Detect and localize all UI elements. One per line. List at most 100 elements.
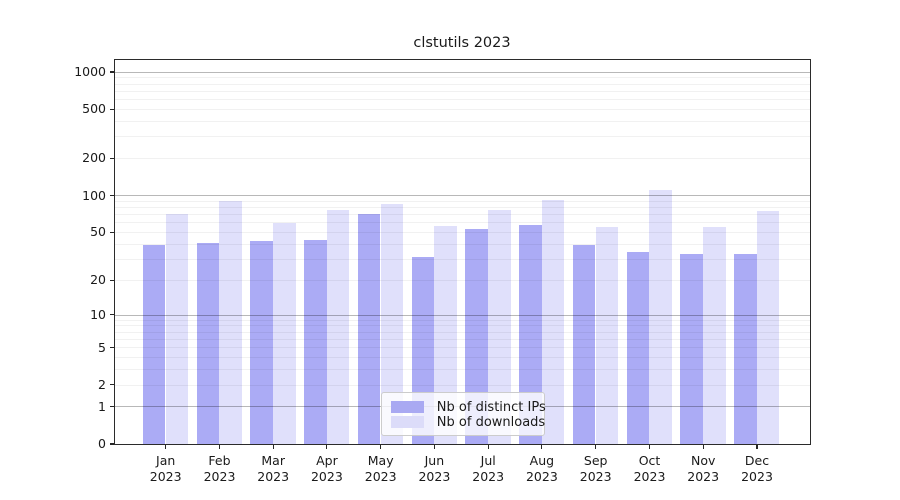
x-tick-mark-aug	[541, 445, 543, 450]
gridline-minor-200	[114, 158, 810, 160]
y-tick-label-2: 2	[98, 376, 106, 392]
y-tick-label-0: 0	[98, 436, 106, 451]
x-tick-label-month: Feb	[208, 453, 231, 469]
bar-downloads-jul	[488, 209, 511, 444]
x-tick-label-year: 2023	[741, 468, 773, 484]
y-tick-label-200: 200	[82, 150, 106, 166]
gridline-minor-400	[114, 121, 810, 123]
y-tick-mark-5	[109, 346, 114, 349]
gridline-minor-6	[114, 338, 810, 340]
y-tick-mark-500	[109, 108, 114, 110]
x-tick-label-oct: Oct 2023	[622, 453, 678, 484]
bar-distinct-ips-apr	[304, 240, 327, 444]
x-tick-label-year: 2023	[149, 468, 182, 484]
x-tick-label-year: 2023	[203, 468, 236, 484]
x-tick-mark-jan	[165, 445, 167, 450]
y-tick-mark-50	[109, 231, 114, 233]
x-tick-label-apr: Apr 2023	[299, 453, 355, 484]
gridline-minor-40	[114, 243, 810, 245]
gridline-minor-700	[114, 90, 810, 92]
y-axis-labels: 0 1 2 5 10 20 50 100 200 500 1000	[0, 60, 106, 451]
x-tick-label-year: 2023	[364, 468, 397, 484]
legend-label-downloads: Nb of downloads	[436, 414, 546, 430]
x-tick-mark-mar	[272, 445, 274, 450]
x-tick-label-month: Dec	[744, 453, 770, 469]
bar-distinct-ips-may	[357, 214, 381, 444]
gridline-minor-60	[114, 222, 810, 224]
bar-downloads-oct	[649, 190, 672, 444]
gridline-minor-5	[114, 347, 810, 349]
bar-distinct-ips-aug	[519, 225, 542, 444]
x-tick-label-may: May 2023	[353, 453, 409, 484]
x-tick-label-month: May	[367, 453, 394, 469]
legend-item-downloads: Nb of downloads	[390, 415, 545, 430]
legend: Nb of distinct IPs Nb of downloads	[380, 392, 546, 437]
bar-distinct-ips-nov	[680, 253, 703, 444]
x-tick-label-month: Oct	[638, 453, 661, 469]
x-tick-mark-sep	[595, 445, 597, 450]
bar-distinct-ips-mar	[250, 241, 273, 444]
plot-area: Nb of distinct IPs Nb of downloads	[113, 58, 811, 445]
gridline-minor-90	[114, 200, 810, 202]
gridline-minor-8	[114, 325, 810, 327]
x-tick-mark-jul	[487, 445, 489, 450]
x-tick-mark-dec	[756, 445, 758, 450]
x-tick-label-sep: Sep 2023	[568, 453, 624, 484]
x-tick-label-year: 2023	[257, 468, 290, 484]
x-tick-label-year: 2023	[579, 468, 612, 484]
x-tick-label-year: 2023	[687, 468, 720, 484]
x-tick-label-month: Mar	[261, 453, 285, 469]
bar-downloads-nov	[703, 227, 726, 444]
gridline-minor-7	[114, 331, 810, 333]
x-tick-label-jul: Jul 2023	[460, 453, 516, 484]
x-tick-label-month: Jun	[424, 453, 445, 469]
bar-downloads-feb	[219, 200, 242, 444]
x-tick-label-year: 2023	[472, 468, 505, 484]
y-tick-label-10: 10	[90, 306, 106, 322]
bar-downloads-mar	[273, 223, 296, 444]
x-tick-label-dec: Dec 2023	[729, 453, 785, 484]
gridline-minor-20	[114, 279, 810, 281]
legend-label-distinct-ips: Nb of distinct IPs	[436, 399, 546, 415]
gridline-minor-600	[114, 99, 810, 101]
y-tick-label-5: 5	[98, 339, 106, 355]
x-tick-mark-feb	[218, 445, 221, 450]
bar-distinct-ips-jan	[142, 245, 166, 444]
gridline-minor-2	[114, 384, 810, 386]
x-tick-mark-may	[380, 445, 382, 450]
gridline-minor-70	[114, 214, 810, 216]
y-tick-label-100: 100	[82, 187, 106, 203]
x-tick-label-month: Aug	[529, 453, 555, 469]
y-axis-tick-marks	[0, 60, 114, 445]
y-tick-mark-100	[109, 194, 114, 197]
gridline-minor-50	[114, 232, 810, 234]
gridline-major-100	[114, 195, 810, 197]
x-tick-mark-jun	[433, 445, 435, 450]
y-tick-mark-0	[109, 443, 114, 445]
bar-downloads-may	[380, 204, 404, 444]
x-tick-label-month: Jan	[156, 453, 176, 469]
bar-downloads-aug	[541, 199, 565, 444]
x-tick-label-nov: Nov 2023	[675, 453, 731, 484]
x-tick-mark-oct	[648, 445, 651, 450]
y-tick-label-500: 500	[82, 101, 106, 117]
bar-downloads-jun	[434, 226, 457, 444]
x-tick-label-mar: Mar 2023	[245, 453, 301, 484]
gridline-minor-30	[114, 258, 810, 260]
bar-downloads-dec	[756, 210, 780, 444]
x-tick-label-month: Apr	[316, 453, 338, 469]
y-tick-label-1: 1	[98, 398, 106, 414]
bar-downloads-jan	[165, 214, 189, 444]
gridline-minor-300	[114, 136, 810, 138]
y-tick-mark-1000	[109, 71, 114, 73]
gridline-major-1000	[114, 71, 810, 73]
gridline-minor-900	[114, 77, 810, 79]
x-tick-label-feb: Feb 2023	[192, 453, 248, 484]
bar-downloads-sep	[595, 227, 619, 444]
y-tick-label-1000: 1000	[74, 64, 106, 79]
gridline-minor-800	[114, 83, 810, 85]
y-tick-label-20: 20	[90, 272, 106, 288]
x-axis: Jan 2023 Feb 2023 Mar 2023 Apr 2023 May 2023 Jun 20…	[115, 445, 810, 495]
x-tick-label-month: Sep	[583, 453, 608, 469]
